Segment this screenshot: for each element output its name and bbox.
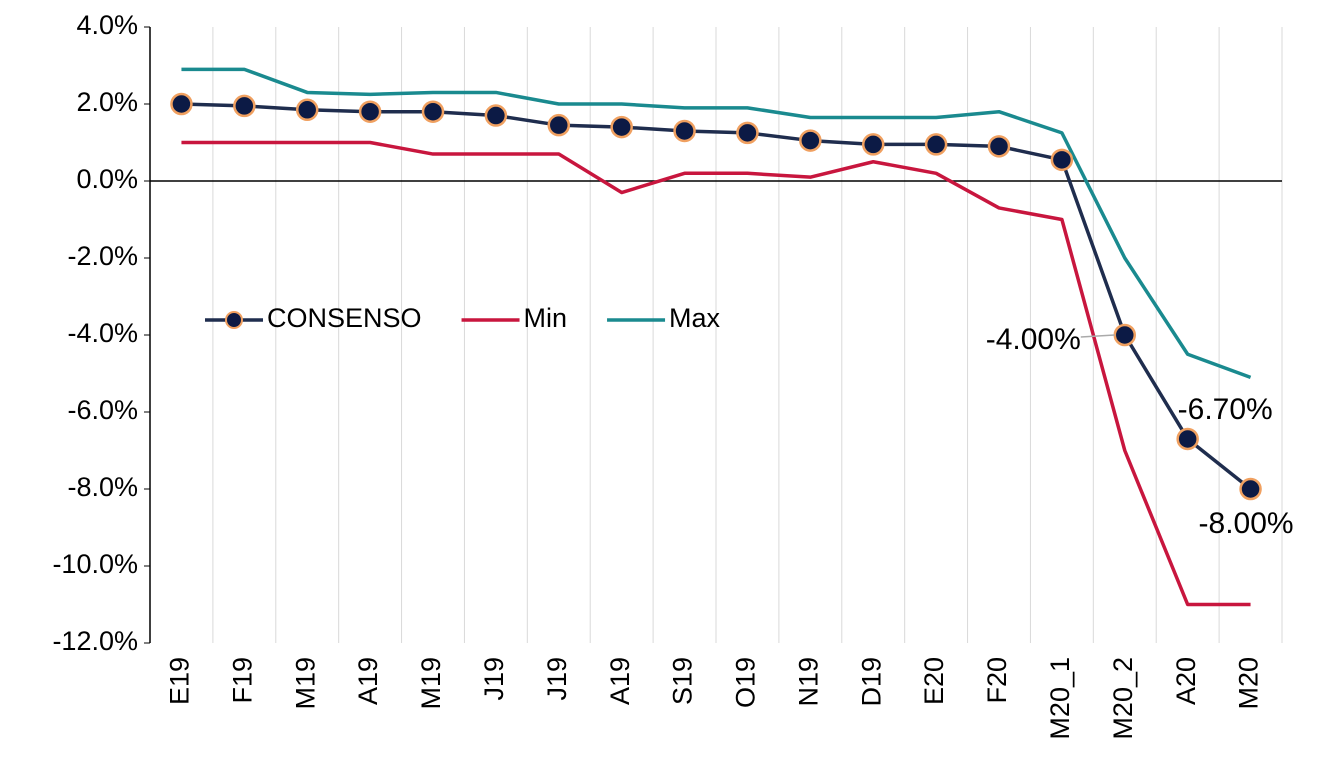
x-tick-label: M19	[416, 657, 446, 710]
x-tick-label: M20	[1234, 657, 1264, 710]
y-tick-label: -4.0%	[67, 318, 138, 348]
legend-marker	[225, 311, 243, 329]
x-tick-label: F19	[227, 657, 257, 704]
x-tick-label: S19	[668, 657, 698, 705]
legend-label: Max	[669, 303, 721, 333]
data-point	[1050, 148, 1074, 172]
data-label: -8.00%	[1199, 507, 1294, 540]
data-point	[1239, 477, 1262, 501]
data-label: -4.00%	[986, 323, 1081, 356]
y-tick-label: -12.0%	[52, 626, 138, 656]
x-tick-label: F20	[982, 657, 1012, 704]
x-tick-label: J19	[479, 657, 509, 701]
data-point	[736, 121, 759, 145]
series-line	[181, 67, 1252, 379]
x-tick-label: M20_2	[1108, 657, 1138, 740]
data-point	[1176, 427, 1199, 451]
y-tick-label: -8.0%	[67, 472, 138, 502]
legend-label: CONSENSO	[267, 303, 422, 333]
data-label: -6.70%	[1178, 393, 1273, 426]
x-tick-label: O19	[731, 657, 761, 708]
x-tick-label: A19	[605, 657, 635, 705]
legend-label: Min	[524, 303, 568, 333]
x-tick-label: A19	[353, 657, 383, 705]
x-tick-label: N19	[793, 657, 823, 707]
x-tick-label: E20	[919, 657, 949, 705]
data-point	[170, 92, 193, 116]
y-tick-label: -10.0%	[52, 549, 138, 579]
data-point	[421, 100, 445, 123]
data-point	[799, 129, 822, 152]
data-point	[987, 135, 1011, 158]
y-tick-label: -6.0%	[67, 395, 138, 425]
x-tick-label: E19	[165, 657, 195, 705]
data-point	[861, 133, 885, 156]
y-tick-label: 0.0%	[76, 164, 138, 194]
label-leader	[1080, 334, 1115, 338]
x-tick-label: J19	[542, 657, 572, 701]
data-point	[610, 115, 633, 139]
y-tick-label: -2.0%	[67, 241, 138, 271]
x-tick-label: D19	[856, 657, 886, 707]
data-point	[547, 113, 571, 137]
series-line	[181, 140, 1251, 607]
y-tick-label: 2.0%	[76, 87, 138, 117]
data-point	[358, 100, 382, 123]
data-point	[233, 94, 256, 118]
data-point	[924, 133, 948, 156]
y-tick-label: 4.0%	[76, 10, 138, 40]
data-point	[1113, 323, 1137, 347]
x-tick-label: M19	[290, 657, 320, 710]
data-point	[484, 104, 508, 127]
x-tick-label: A20	[1171, 657, 1201, 705]
x-tick-label: M20_1	[1045, 657, 1075, 740]
data-point	[673, 119, 696, 143]
data-point	[295, 98, 319, 122]
